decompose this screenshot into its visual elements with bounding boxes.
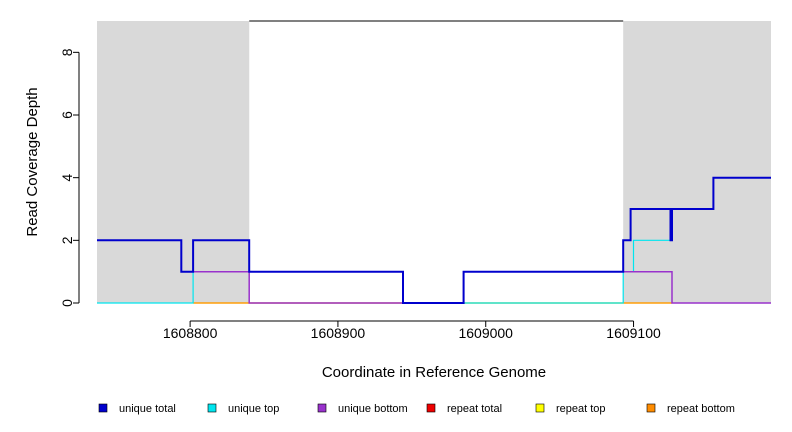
legend-label-repeat-bottom: repeat bottom [667, 403, 735, 415]
y-tick-label: 2 [59, 236, 75, 244]
shaded-region-0 [97, 21, 250, 303]
legend-swatch-unique-bottom [317, 403, 327, 413]
x-tick-label: 1609100 [606, 325, 661, 341]
legend-label-repeat-top: repeat top [556, 403, 606, 415]
shaded-region-1 [623, 21, 771, 303]
y-axis: 0 2 4 6 8 [59, 48, 80, 307]
legend-swatch-unique-top [207, 403, 217, 413]
y-tick-label: 4 [59, 174, 75, 182]
y-tick-label: 6 [59, 111, 75, 119]
x-tick-label: 1608900 [311, 325, 366, 341]
shaded-regions [97, 21, 771, 303]
legend-swatch-unique-total [98, 403, 108, 413]
x-tick-label: 1609000 [458, 325, 513, 341]
y-axis-title: Read Coverage Depth [24, 87, 41, 236]
series-line-unique-total [97, 176, 771, 304]
legend-label-unique-top: unique top [228, 403, 279, 415]
series-lines [97, 176, 771, 304]
legend-label-repeat-total: repeat total [447, 403, 502, 415]
legend-swatch-repeat-total [426, 403, 436, 413]
legend: unique total unique top unique bottom repea… [98, 403, 735, 415]
x-axis: 1608800 1608900 1609000 1609100 [163, 320, 661, 341]
x-tick-label: 1608800 [163, 325, 218, 341]
legend-label-unique-total: unique total [119, 403, 176, 415]
x-axis-title: Coordinate in Reference Genome [322, 364, 546, 381]
y-tick-label: 0 [59, 299, 75, 307]
y-tick-label: 8 [59, 48, 75, 56]
legend-label-unique-bottom: unique bottom [338, 403, 408, 415]
legend-swatch-repeat-bottom [646, 403, 656, 413]
legend-swatch-repeat-top [535, 403, 545, 413]
